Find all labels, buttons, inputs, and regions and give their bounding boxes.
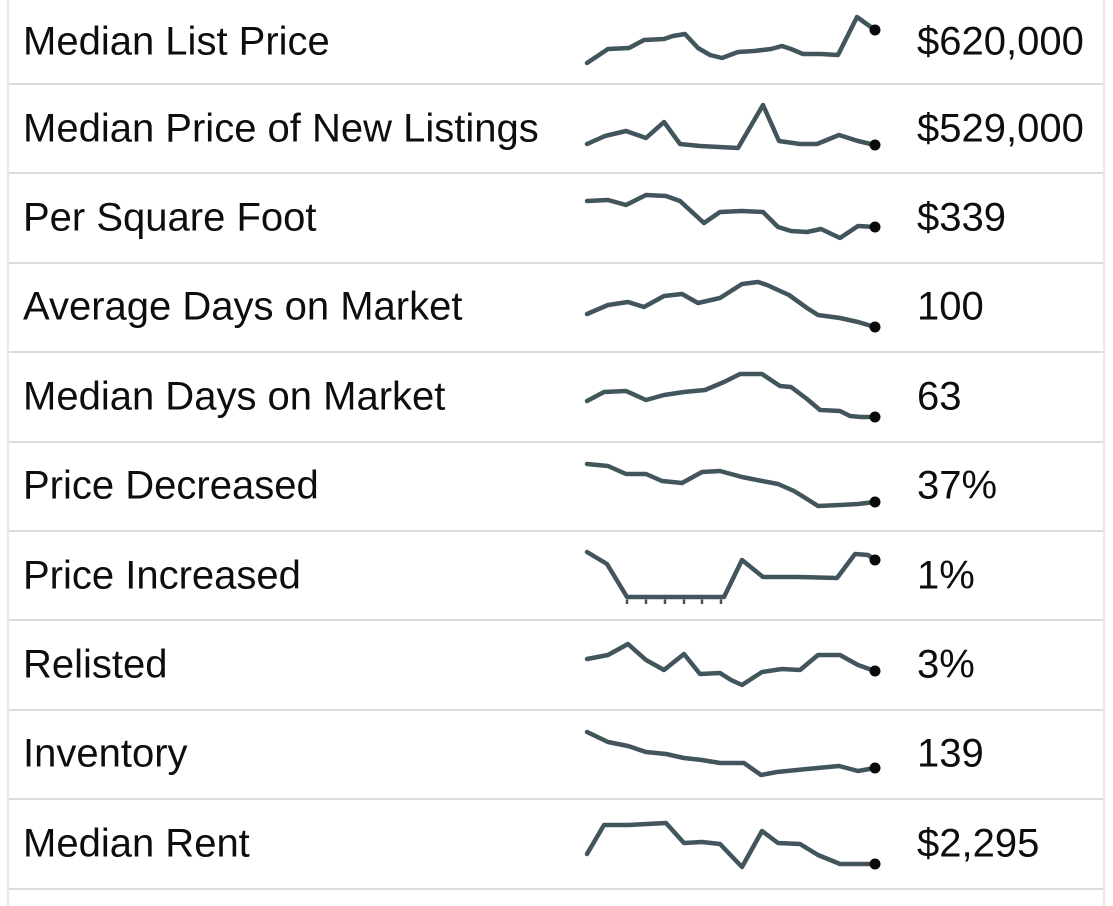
sparkline-chart [584, 102, 881, 151]
sparkline-chart [584, 192, 881, 241]
metric-sparkline [584, 633, 883, 697]
table-row: Inventory 139 [9, 711, 1103, 801]
sparkline-chart [584, 549, 881, 604]
sparkline-chart [584, 462, 881, 509]
metric-label: Inventory [23, 731, 188, 776]
sparkline-line [584, 192, 878, 241]
metric-value: $529,000 [917, 106, 1084, 151]
sparkline-line [584, 371, 878, 420]
metric-sparkline [584, 186, 883, 250]
metric-sparkline [584, 97, 883, 161]
sparkline-line [584, 641, 878, 688]
metric-sparkline [584, 365, 883, 429]
table-row: Relisted 3% [9, 621, 1103, 711]
sparkline-endpoint-dot [869, 411, 881, 423]
table-row: Price Increased 1% [9, 532, 1103, 622]
metric-value: 100 [917, 284, 984, 329]
metric-label: Average Days on Market [23, 284, 463, 329]
metric-sparkline [584, 544, 883, 608]
metric-sparkline [584, 10, 883, 74]
table-row: Per Square Foot $339 [9, 174, 1103, 264]
metric-label: Price Decreased [23, 463, 319, 508]
metric-sparkline [584, 275, 883, 339]
metric-label: Median Price of New Listings [23, 106, 539, 151]
sparkline-endpoint-dot [869, 139, 881, 151]
metric-value: $2,295 [917, 821, 1040, 866]
market-trends-table: Median List Price $620,000 Median Price … [7, 0, 1105, 906]
metric-value: 63 [917, 374, 962, 419]
metric-value: 3% [917, 642, 975, 687]
metric-label: Price Increased [23, 553, 301, 598]
sparkline-line [584, 549, 878, 599]
metric-label: Relisted [23, 642, 168, 687]
metric-value: 37% [917, 463, 998, 508]
sparkline-endpoint-dot [869, 554, 881, 566]
metric-label: Median Rent [23, 821, 250, 866]
sparkline-endpoint-dot [869, 496, 881, 508]
sparkline-endpoint-dot [869, 665, 881, 677]
metric-value: $620,000 [917, 19, 1084, 63]
metric-value: $339 [917, 195, 1006, 240]
metric-value: 1% [917, 553, 975, 598]
table-row: Median Rent $2,295 [9, 800, 1103, 890]
sparkline-endpoint-dot [869, 24, 881, 35]
table-row: Average Days on Market 100 [9, 264, 1103, 354]
sparkline-line [584, 462, 878, 509]
metric-sparkline [584, 812, 883, 876]
sparkline-chart [584, 641, 881, 688]
table-row: Price Decreased 37% [9, 443, 1103, 532]
sparkline-line [584, 102, 878, 150]
sparkline-line [584, 730, 878, 778]
sparkline-chart [584, 280, 881, 333]
metric-sparkline [584, 722, 883, 786]
metric-sparkline [584, 454, 883, 518]
metric-label: Median List Price [23, 19, 330, 63]
sparkline-endpoint-dot [869, 858, 881, 870]
sparkline-chart [584, 371, 881, 423]
metric-label: Median Days on Market [23, 374, 446, 419]
table-row: Median Price of New Listings $529,000 [9, 85, 1103, 175]
sparkline-endpoint-dot [869, 321, 881, 333]
sparkline-line [584, 280, 878, 330]
sparkline-endpoint-dot [869, 221, 881, 233]
sparkline-line [584, 820, 878, 870]
table-row: Median List Price $620,000 [9, 0, 1103, 85]
table-row: Median Days on Market 63 [9, 353, 1103, 443]
metric-value: 139 [917, 731, 984, 776]
sparkline-chart [584, 820, 881, 870]
metric-label: Per Square Foot [23, 195, 317, 240]
sparkline-chart [584, 730, 881, 778]
sparkline-chart [584, 14, 881, 65]
sparkline-endpoint-dot [869, 762, 881, 774]
sparkline-line [584, 14, 878, 65]
